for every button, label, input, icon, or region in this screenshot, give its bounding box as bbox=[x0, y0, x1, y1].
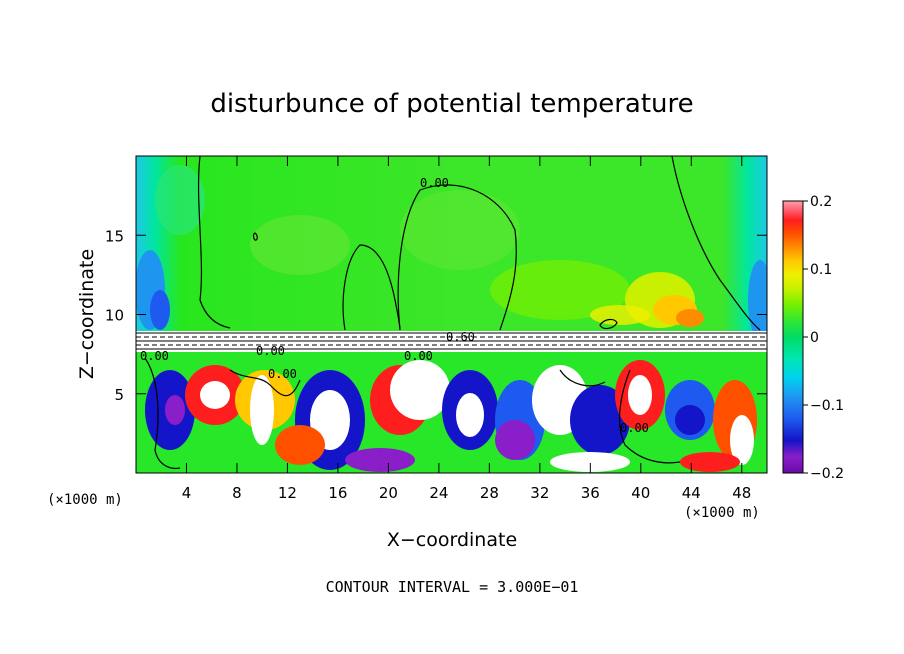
contour-label: 0.00 bbox=[620, 421, 649, 435]
contour-label: 0.00 bbox=[420, 176, 449, 190]
contour-label: 0.00 bbox=[256, 344, 285, 358]
x-tick-label: 8 bbox=[232, 484, 242, 502]
x-tick-label: 44 bbox=[682, 484, 701, 502]
x-axis-unit-left: (×1000 m) bbox=[47, 492, 123, 508]
x-tick-label: 36 bbox=[581, 484, 600, 502]
colorbar-tick-label: 0 bbox=[810, 330, 819, 346]
contour-label: 0.00 bbox=[140, 349, 169, 363]
colorbar-tick-label: 0.2 bbox=[810, 194, 832, 210]
contour-interval-note: CONTOUR INTERVAL = 3.000E−01 bbox=[326, 578, 579, 596]
x-axis: 4 8 12 16 20 24 28 32 36 40 44 48 bbox=[182, 156, 751, 502]
heatmap-field bbox=[136, 156, 767, 473]
contour-label: 0.00 bbox=[268, 367, 297, 381]
x-tick-label: 4 bbox=[182, 484, 192, 502]
y-axis: 5 10 15 bbox=[105, 227, 767, 404]
y-axis-title: Z−coordinate bbox=[76, 249, 98, 379]
x-tick-label: 20 bbox=[379, 484, 398, 502]
x-tick-label: 48 bbox=[732, 484, 751, 502]
colorbar bbox=[782, 200, 804, 474]
x-tick-label: 40 bbox=[631, 484, 650, 502]
colorbar-tick-label: 0.1 bbox=[810, 262, 832, 278]
x-tick-label: 28 bbox=[480, 484, 499, 502]
x-axis-title: X−coordinate bbox=[387, 529, 517, 551]
colorbar-tick-label: −0.2 bbox=[810, 466, 844, 482]
inversion-band-lines bbox=[136, 332, 767, 350]
x-tick-label: 12 bbox=[278, 484, 297, 502]
contour-label: 0.00 bbox=[404, 349, 433, 363]
x-tick-label: 32 bbox=[530, 484, 549, 502]
x-tick-label: 24 bbox=[429, 484, 448, 502]
contour-lines bbox=[144, 156, 761, 470]
contour-label-group: 0.00 0.00 0.00 0.00 0.00 0.60 0.00 bbox=[140, 176, 649, 435]
colorbar-tick-label: −0.1 bbox=[810, 398, 844, 414]
chart-title: disturbunce of potential temperature bbox=[210, 89, 693, 119]
x-tick-label: 16 bbox=[328, 484, 347, 502]
x-axis-unit-right: (×1000 m) bbox=[684, 505, 760, 521]
y-tick-label: 10 bbox=[105, 307, 124, 325]
lower-region-patches bbox=[145, 360, 757, 472]
colorbar-ticks: 0.2 0.1 0 −0.1 −0.2 bbox=[803, 194, 844, 482]
upper-region-patches bbox=[136, 165, 767, 340]
y-tick-label: 5 bbox=[114, 386, 124, 404]
contour-label: 0.60 bbox=[446, 330, 475, 344]
y-tick-label: 15 bbox=[105, 227, 124, 245]
